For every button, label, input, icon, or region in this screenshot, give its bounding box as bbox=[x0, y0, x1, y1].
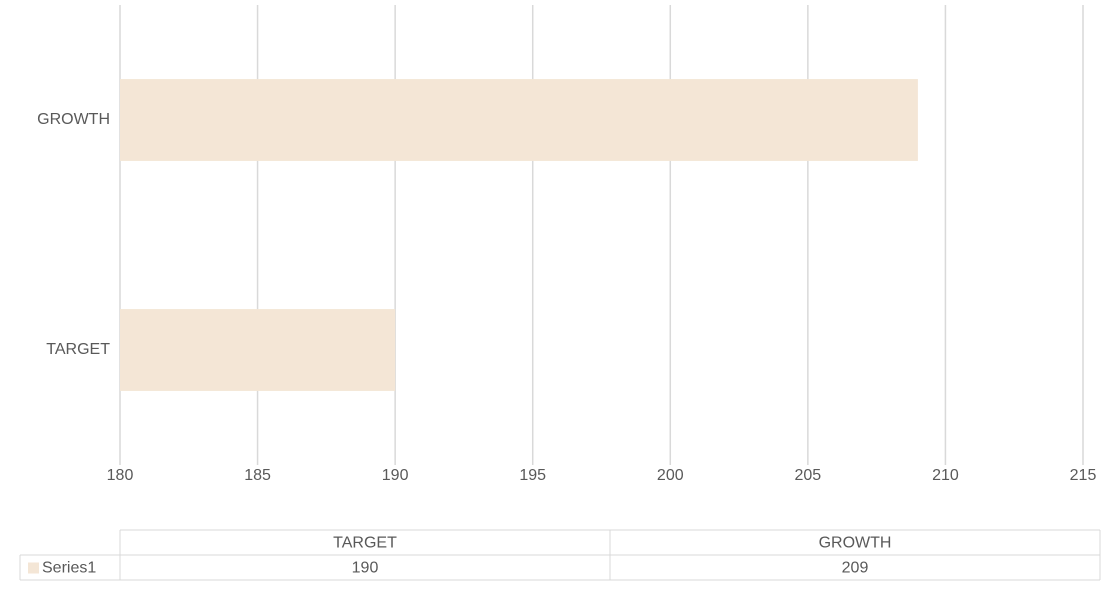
x-tick-label: 205 bbox=[795, 467, 822, 484]
bar bbox=[120, 79, 918, 161]
x-tick-label: 190 bbox=[382, 467, 409, 484]
legend-label: Series1 bbox=[42, 560, 96, 577]
bar bbox=[120, 309, 396, 391]
y-tick-label: TARGET bbox=[46, 341, 110, 358]
x-tick-label: 195 bbox=[519, 467, 546, 484]
x-tick-label: 210 bbox=[932, 467, 959, 484]
legend-key bbox=[28, 562, 39, 574]
x-tick-label: 215 bbox=[1070, 467, 1097, 484]
y-tick-label: GROWTH bbox=[37, 111, 110, 128]
x-tick-label: 185 bbox=[244, 467, 271, 484]
table-header: GROWTH bbox=[819, 535, 892, 552]
table-value: 209 bbox=[842, 560, 869, 577]
x-tick-label: 200 bbox=[657, 467, 684, 484]
table-header: TARGET bbox=[333, 535, 397, 552]
x-tick-label: 180 bbox=[107, 467, 134, 484]
table-value: 190 bbox=[352, 560, 379, 577]
